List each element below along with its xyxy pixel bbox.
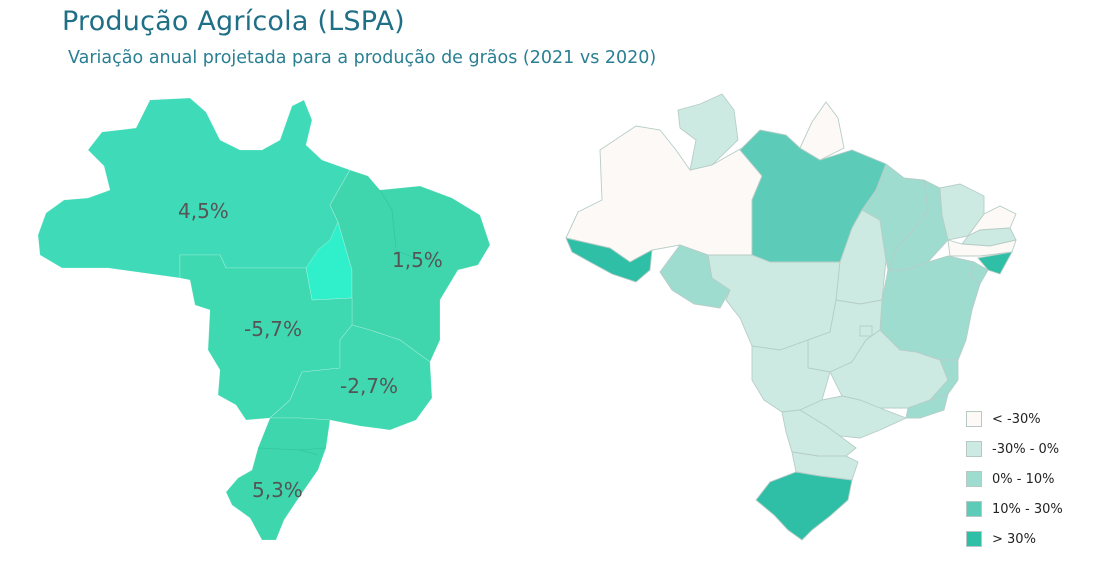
legend: < -30% -30% - 0% 0% - 10% 10% - 30% > 30… (966, 408, 1063, 558)
legend-label: > 30% (992, 531, 1036, 547)
label-nordeste: 1,5% (392, 248, 443, 272)
state-rr[interactable] (677, 93, 739, 171)
page-subtitle: Variação anual projetada para a produção… (68, 48, 657, 68)
state-rs[interactable] (755, 471, 853, 541)
state-al[interactable] (977, 251, 1013, 275)
legend-swatch (966, 411, 982, 427)
legend-label: 0% - 10% (992, 471, 1055, 487)
legend-swatch (966, 531, 982, 547)
state-pe[interactable] (947, 239, 1017, 257)
label-sul: 5,3% (252, 478, 303, 502)
legend-swatch (966, 471, 982, 487)
legend-label: -30% - 0% (992, 441, 1060, 457)
page-title: Produção Agrícola (LSPA) (62, 6, 405, 37)
legend-swatch (966, 501, 982, 517)
state-pr[interactable] (781, 409, 857, 457)
label-sudeste: -2,7% (340, 374, 398, 398)
legend-item: < -30% (966, 408, 1063, 430)
state-am[interactable] (565, 125, 763, 263)
legend-item: -30% - 0% (966, 438, 1063, 460)
state-df[interactable] (859, 325, 873, 337)
region-nordeste[interactable] (329, 169, 491, 363)
states-map (565, 93, 1017, 541)
legend-item: 0% - 10% (966, 468, 1063, 490)
label-norte: 4,5% (178, 199, 229, 223)
state-ac[interactable] (565, 237, 653, 283)
legend-label: < -30% (992, 411, 1041, 427)
state-ap[interactable] (799, 101, 845, 161)
regions-map (37, 97, 491, 541)
legend-swatch (966, 441, 982, 457)
left-map-state-borders (257, 189, 441, 456)
region-sudeste[interactable] (269, 324, 433, 431)
legend-label: 10% - 30% (992, 501, 1063, 517)
region-sul[interactable] (225, 417, 331, 541)
legend-item: > 30% (966, 528, 1063, 550)
legend-item: 10% - 30% (966, 498, 1063, 520)
label-centro-oeste: -5,7% (244, 317, 302, 341)
